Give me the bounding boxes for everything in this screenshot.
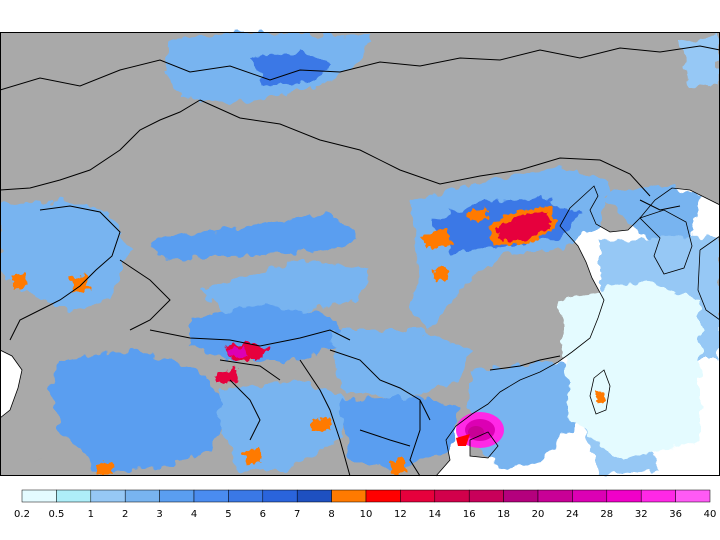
legend-swatch	[228, 489, 264, 503]
legend-tick-label: 40	[704, 509, 717, 520]
legend-swatch	[56, 489, 92, 503]
legend-ticks: 0.2 0.5 1 2 3 4 5 6 7 8 10 12 14 16 18 20 24 28 32 36 40	[14, 509, 716, 520]
legend-tick-label: 16	[463, 509, 476, 520]
legend-swatch	[468, 489, 504, 503]
legend-tick-label: 0.5	[48, 509, 64, 520]
legend-tick-label: 24	[566, 509, 579, 520]
legend-tick-label: 1	[88, 509, 94, 520]
legend-swatch	[331, 489, 367, 503]
legend-swatch	[365, 489, 401, 503]
legend-tick-label: 8	[328, 509, 334, 520]
coastline	[0, 185, 720, 477]
legend-swatches	[21, 489, 711, 503]
legend-tick-label: 6	[260, 509, 266, 520]
legend-swatch	[21, 489, 57, 503]
legend-swatch	[159, 489, 195, 503]
heavy-rain-cores	[12, 206, 606, 474]
legend-tick-label: 36	[669, 509, 682, 520]
legend-tick-label: 10	[360, 509, 373, 520]
legend-swatch	[90, 489, 126, 503]
precipitation-map	[0, 32, 720, 477]
legend-tick-label: 32	[635, 509, 648, 520]
legend-tick-label: 12	[394, 509, 407, 520]
legend-swatch	[193, 489, 229, 503]
legend-swatch	[572, 489, 608, 503]
legend-swatch	[262, 489, 298, 503]
legend-swatch	[675, 489, 711, 503]
legend-tick-label: 2	[122, 509, 128, 520]
legend-tick-label: 0.2	[14, 509, 30, 520]
legend-swatch	[503, 489, 539, 503]
legend-tick-label: 28	[600, 509, 613, 520]
legend-swatch	[124, 489, 160, 503]
sri-lanka-island	[34, 458, 46, 476]
country-borders	[0, 45, 720, 477]
legend-swatch	[640, 489, 676, 503]
legend-tick-label: 18	[497, 509, 510, 520]
legend-tick-label: 3	[156, 509, 162, 520]
typhoon-core	[456, 412, 504, 448]
legend-swatch	[296, 489, 332, 503]
legend-swatch	[606, 489, 642, 503]
legend-tick-label: 7	[294, 509, 300, 520]
legend-tick-label: 20	[532, 509, 545, 520]
precipitation-legend: 0.2 0.5 1 2 3 4 5 6 7 8 10 12 14 16 18 20 24 28 32 36 40	[14, 489, 716, 520]
legend-tick-label: 5	[225, 509, 231, 520]
legend-tick-label: 4	[191, 509, 197, 520]
legend-swatch	[400, 489, 436, 503]
legend-tick-label: 14	[428, 509, 441, 520]
legend-swatch	[537, 489, 573, 503]
legend-swatch	[434, 489, 470, 503]
